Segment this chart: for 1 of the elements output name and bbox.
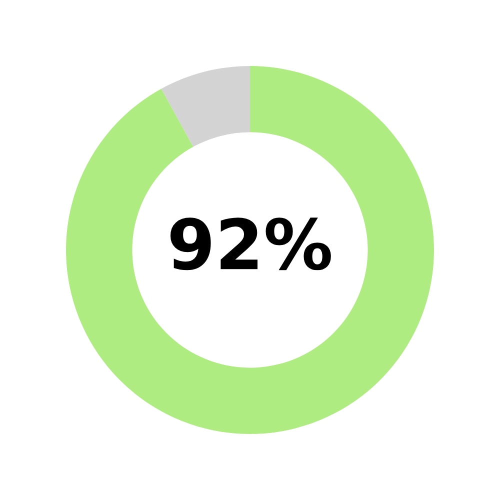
text: 92%	[170, 218, 331, 270]
